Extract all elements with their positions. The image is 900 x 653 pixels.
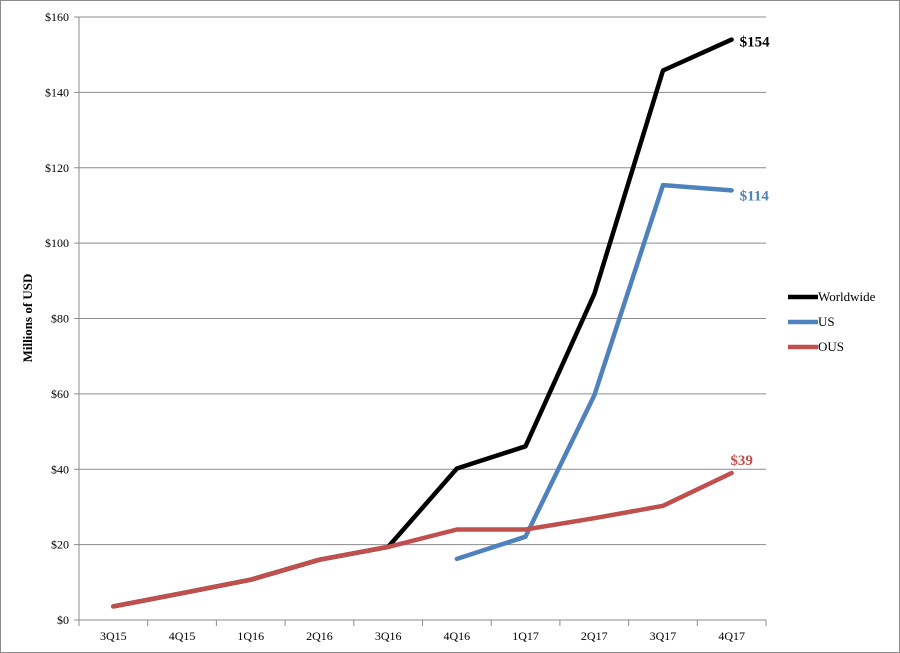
x-tick-label: 1Q16 xyxy=(237,629,264,643)
end-labels: $154 $114 $39 xyxy=(730,35,770,469)
legend-label-ous: OUS xyxy=(818,339,844,354)
x-tick-label: 3Q17 xyxy=(650,629,677,643)
end-label-worldwide: $154 xyxy=(740,35,771,51)
y-tick-label: $20 xyxy=(51,538,69,552)
y-tick-label: $0 xyxy=(57,613,69,627)
x-tick-label: 1Q17 xyxy=(512,629,539,643)
legend: Worldwide US OUS xyxy=(788,289,876,354)
series-lines xyxy=(111,37,734,609)
series-line-us xyxy=(454,182,734,562)
y-tick-label: $120 xyxy=(45,161,69,175)
series-line-worldwide xyxy=(111,37,734,609)
x-axis-ticks: 3Q15 4Q15 1Q16 2Q16 3Q16 4Q16 1Q17 2Q17 3Q17 4Q17 xyxy=(78,620,767,643)
gridlines xyxy=(79,16,766,546)
y-axis-title: Millions of USD xyxy=(20,274,35,363)
y-tick-label: $140 xyxy=(45,85,69,99)
x-tick-label: 3Q16 xyxy=(375,629,402,643)
legend-label-us: US xyxy=(818,314,835,329)
y-tick-label: $100 xyxy=(45,236,69,250)
end-label-ous: $39 xyxy=(730,453,753,469)
x-tick-label: 4Q17 xyxy=(718,629,745,643)
y-tick-label: $60 xyxy=(51,387,69,401)
x-tick-label: 4Q16 xyxy=(444,629,471,643)
series-line-ous xyxy=(111,470,734,609)
y-tick-label: $80 xyxy=(51,312,69,326)
x-tick-label: 2Q16 xyxy=(306,629,333,643)
x-tick-label: 4Q15 xyxy=(169,629,196,643)
legend-label-worldwide: Worldwide xyxy=(818,289,876,304)
x-tick-label: 3Q15 xyxy=(100,629,127,643)
x-tick-label: 2Q17 xyxy=(581,629,608,643)
y-tick-label: $40 xyxy=(51,462,69,476)
y-axis-ticks: $0 $20 $40 $60 $80 $100 $120 $140 $160 xyxy=(45,10,79,627)
end-label-us: $114 xyxy=(740,188,770,204)
y-tick-label: $160 xyxy=(45,10,69,24)
